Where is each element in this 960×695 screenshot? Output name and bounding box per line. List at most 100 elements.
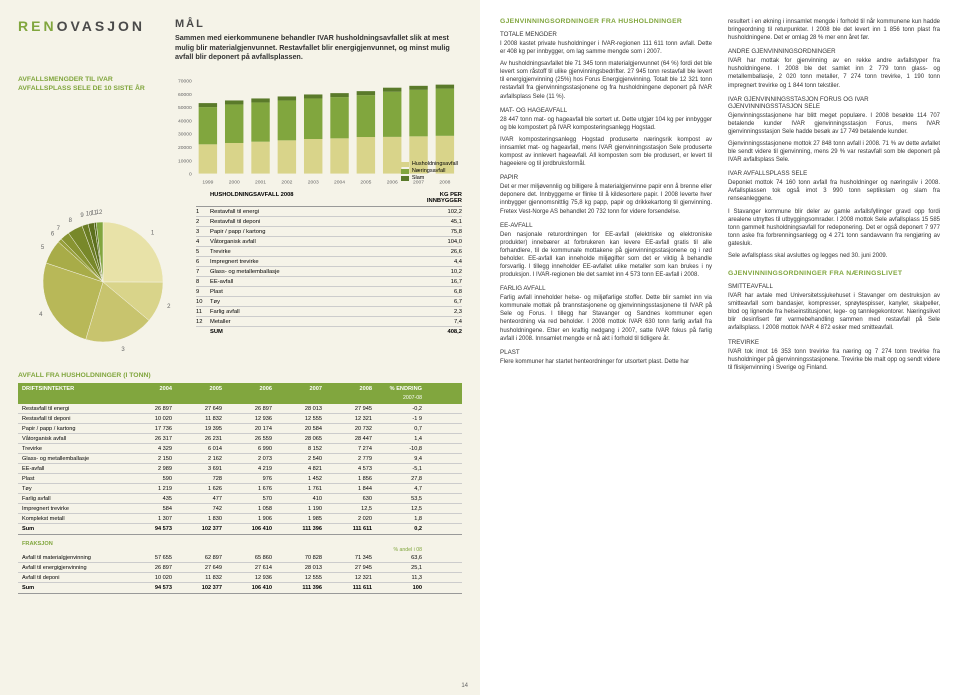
bh-se: 2007-08 — [372, 395, 422, 401]
table-row: Impregnert trevirke5847421 0581 19012,51… — [18, 504, 462, 514]
svg-text:12: 12 — [96, 210, 103, 216]
svg-text:2004: 2004 — [334, 180, 345, 186]
table-row: Komplekst metall1 3071 8301 9061 9852 02… — [18, 514, 462, 524]
svg-text:2: 2 — [167, 304, 171, 310]
bh-y3: 2007 — [272, 386, 322, 392]
bs-3: 111 396 — [272, 526, 322, 532]
rc2-s2p2: Gjenvinningsstasjonene mottok 27 848 ton… — [728, 140, 940, 164]
rc1-s4h: EE-AVFALL — [500, 222, 712, 229]
rc1-s3p: Det er mer miljøvennlig og billigere å m… — [500, 183, 712, 215]
rc2-s3h: IVAR AVFALLSPLASS SELE — [728, 170, 940, 177]
rc2-s3p1: Deponiet mottok 74 160 tonn avfall fra h… — [728, 179, 940, 203]
rc1-s1p2: Av husholdningsavfallet ble 71 345 tonn … — [500, 60, 712, 100]
rc2-h2: GJENVINNINGSORDNINGER FRA NÆRINGSLIVET — [728, 270, 940, 277]
table-row: Tøy1 2191 6261 6761 7611 8444,7 — [18, 484, 462, 494]
kg-sum-v: 408,2 — [407, 329, 462, 335]
table-row: Avfall til materialgjenvinning57 65562 8… — [18, 553, 462, 563]
kg-row: 3Papir / papp / kartong75,8 — [196, 227, 462, 237]
svg-text:2000: 2000 — [229, 180, 240, 186]
svg-text:9: 9 — [80, 213, 84, 219]
table-row: Våtorganisk avfall26 31726 23126 55928 0… — [18, 434, 462, 444]
rc2-s5h: TREVIRKE — [728, 339, 940, 346]
bar-chart: 0100002000030000400005000060000700001999… — [165, 76, 462, 186]
svg-text:1999: 1999 — [202, 180, 213, 186]
fs-l: Sum — [22, 585, 122, 591]
rc1-s2p2: IVAR komposteringsanlegg Hogstad produse… — [500, 136, 712, 168]
table-row: Glass- og metallemballasje2 1502 1622 07… — [18, 454, 462, 464]
rc1-s5p: Farlig avfall inneholder helse- og miljø… — [500, 294, 712, 343]
svg-text:10000: 10000 — [178, 158, 192, 164]
page-number: 14 — [461, 683, 468, 689]
kg-sum-l: SUM — [210, 329, 407, 335]
svg-text:7: 7 — [57, 226, 61, 232]
svg-text:5: 5 — [41, 245, 45, 251]
kg-row: 11Farlig avfall2,3 — [196, 307, 462, 317]
kg-head-val: KG PER INNBYGGER — [407, 192, 462, 204]
svg-text:2001: 2001 — [255, 180, 266, 186]
big-table-subhead: 2007-08 — [18, 395, 462, 404]
chart-legend: HusholdningsavfallNæringsavfallSlam — [401, 161, 458, 182]
svg-text:6: 6 — [51, 232, 55, 238]
rc2-s1p: IVAR har mottak for gjenvinning av en re… — [728, 57, 940, 89]
table-row: Plast5907289761 4521 85627,8 — [18, 474, 462, 484]
rc1-s6h: PLAST — [500, 349, 712, 356]
svg-text:30000: 30000 — [178, 132, 192, 138]
table-row: Trevirke4 3296 0146 9908 1527 274-10,8 — [18, 444, 462, 454]
rc1-s3h: PAPIR — [500, 174, 712, 181]
rc1-s2h: MAT- OG HAGEAVFALL — [500, 107, 712, 114]
big-sum: Sum 94 573 102 377 106 410 111 396 111 6… — [18, 524, 462, 535]
frak-sum: Sum 94 573 102 377 106 410 111 396 111 6… — [18, 583, 462, 594]
fraksjon-pct: % andel i 08 — [372, 547, 422, 553]
page-heading: RENOVASJON — [18, 18, 145, 62]
bh-y2: 2006 — [222, 386, 272, 392]
bs-1: 102 377 — [172, 526, 222, 532]
fs-0: 94 573 — [122, 585, 172, 591]
kg-row: 4Våtorganisk avfall104,0 — [196, 237, 462, 247]
rc1-s5h: FARLIG AVFALL — [500, 285, 712, 292]
rc2-s4h: SMITTEAVFALL — [728, 283, 940, 290]
rc2-s2p1: Gjenvinningsstasjonene har blitt meget p… — [728, 112, 940, 136]
svg-text:8: 8 — [69, 218, 73, 224]
svg-text:0: 0 — [189, 172, 192, 178]
rc1-s2p1: 28 447 tonn mat- og hageavfall ble sorte… — [500, 116, 712, 132]
fs-1: 102 377 — [172, 585, 222, 591]
bh-y1: 2005 — [172, 386, 222, 392]
table-row: Avfall til deponi10 02011 83212 93612 55… — [18, 573, 462, 583]
title-accent: REN — [18, 18, 57, 34]
right-col-1: GJENVINNINGSORDNINGER FRA HUSHOLDNINGER … — [500, 18, 712, 376]
rc1-h1: GJENVINNINGSORDNINGER FRA HUSHOLDNINGER — [500, 18, 712, 25]
big-table-head: DRIFTSINNTEKTER 2004 2005 2006 2007 2008… — [18, 383, 462, 395]
svg-text:70000: 70000 — [178, 79, 192, 85]
bs-e: 0,2 — [372, 526, 422, 532]
bh-l: DRIFTSINNTEKTER — [22, 386, 122, 392]
rc2-s2h: IVAR GJENVINNINGSSTASJON FORUS OG IVAR G… — [728, 96, 940, 110]
rc2-s4p: IVAR har avtale med Universitetssjukehus… — [728, 292, 940, 332]
svg-text:1: 1 — [151, 231, 155, 237]
table-row: Avfall til energigjenvinning26 89727 649… — [18, 563, 462, 573]
rc2-s5p: IVAR tok imot 16 353 tonn trevirke fra n… — [728, 348, 940, 372]
rc1-s4p: Den nasjonale returordningen for EE-avfa… — [500, 231, 712, 280]
svg-text:4: 4 — [39, 312, 43, 318]
fs-3: 111 396 — [272, 585, 322, 591]
svg-text:40000: 40000 — [178, 119, 192, 125]
mal-text: Sammen med eierkommunene behandler IVAR … — [175, 33, 462, 62]
svg-text:60000: 60000 — [178, 92, 192, 98]
kg-row: 9Plast6,8 — [196, 287, 462, 297]
table-row: Papir / papp / kartong17 73619 39520 174… — [18, 424, 462, 434]
fs-4: 111 611 — [322, 585, 372, 591]
bh-y4: 2008 — [322, 386, 372, 392]
kg-row: 10Tøy6,7 — [196, 297, 462, 307]
kg-row: 8EE-avfall16,7 — [196, 277, 462, 287]
rc1-s1p1: I 2008 kastet private husholdninger i IV… — [500, 40, 712, 56]
rc2-p0: resultert i en økning i innsamlet mengde… — [728, 18, 940, 42]
rc2-s3p3: Sele avfallsplass skal avsluttes og legg… — [728, 252, 940, 260]
table-row: Restavfall til deponi10 02011 83212 9361… — [18, 414, 462, 424]
svg-text:2006: 2006 — [387, 180, 398, 186]
table-row: EE-avfall2 9893 6914 2194 8214 573-5,1 — [18, 464, 462, 474]
svg-text:2002: 2002 — [281, 180, 292, 186]
kg-row: 6Impregnert trevirke4,4 — [196, 257, 462, 267]
kg-row: 5Trevirke26,6 — [196, 247, 462, 257]
bs-0: 94 573 — [122, 526, 172, 532]
mal-block: MÅL Sammen med eierkommunene behandler I… — [175, 18, 462, 62]
rc2-s1h: ANDRE GJENVINNINGSORDNINGER — [728, 48, 940, 55]
